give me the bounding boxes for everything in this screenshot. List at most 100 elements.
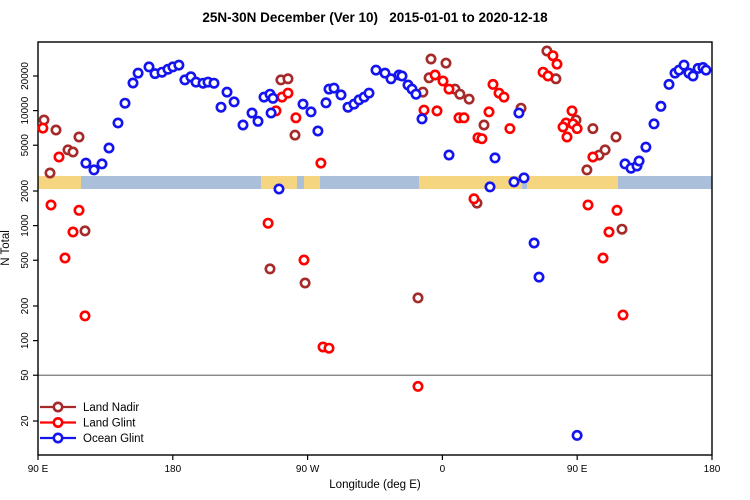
- data-point-ocean-glint[interactable]: [208, 77, 220, 89]
- data-point-land-glint[interactable]: [282, 87, 294, 99]
- data-point-ocean-glint[interactable]: [484, 181, 496, 193]
- data-point-ocean-glint[interactable]: [267, 92, 279, 104]
- data-point-ocean-glint[interactable]: [265, 107, 277, 119]
- data-point-ocean-glint[interactable]: [518, 172, 530, 184]
- data-point-land-glint[interactable]: [431, 105, 443, 117]
- data-point-land-glint[interactable]: [483, 106, 495, 118]
- data-point-ocean-glint[interactable]: [112, 117, 124, 129]
- data-point-ocean-glint[interactable]: [528, 237, 540, 249]
- data-point-land-glint[interactable]: [37, 122, 49, 134]
- data-point-ocean-glint[interactable]: [508, 176, 520, 188]
- data-point-ocean-glint[interactable]: [88, 164, 100, 176]
- data-point-land-glint[interactable]: [587, 151, 599, 163]
- data-point-land-glint[interactable]: [59, 252, 71, 264]
- data-point-land-glint[interactable]: [542, 70, 554, 82]
- data-point-land-glint[interactable]: [458, 112, 470, 124]
- data-point-land-glint[interactable]: [412, 380, 424, 392]
- data-point-ocean-glint[interactable]: [533, 271, 545, 283]
- data-point-land-glint[interactable]: [67, 226, 79, 238]
- data-point-land-nadir[interactable]: [50, 124, 62, 136]
- data-point-land-nadir[interactable]: [282, 73, 294, 85]
- data-point-land-nadir[interactable]: [289, 129, 301, 141]
- data-point-ocean-glint[interactable]: [221, 86, 233, 98]
- data-point-ocean-glint[interactable]: [655, 100, 667, 112]
- data-point-ocean-glint[interactable]: [328, 82, 340, 94]
- data-point-land-glint[interactable]: [498, 91, 510, 103]
- data-point-ocean-glint[interactable]: [571, 429, 583, 441]
- data-point-land-glint[interactable]: [290, 112, 302, 124]
- data-point-land-nadir[interactable]: [454, 88, 466, 100]
- data-point-ocean-glint[interactable]: [640, 141, 652, 153]
- data-point-ocean-glint[interactable]: [320, 97, 332, 109]
- data-point-land-glint[interactable]: [504, 123, 516, 135]
- data-point-land-glint[interactable]: [561, 131, 573, 143]
- data-point-ocean-glint[interactable]: [173, 59, 185, 71]
- data-point-land-glint[interactable]: [45, 199, 57, 211]
- data-point-ocean-glint[interactable]: [648, 118, 660, 130]
- data-point-land-nadir[interactable]: [299, 277, 311, 289]
- data-point-land-glint[interactable]: [582, 199, 594, 211]
- legend-item-ocean-glint[interactable]: Ocean Glint: [40, 432, 145, 445]
- data-point-land-glint[interactable]: [468, 193, 480, 205]
- data-point-land-glint[interactable]: [476, 133, 488, 145]
- data-point-land-glint[interactable]: [53, 151, 65, 163]
- data-point-ocean-glint[interactable]: [215, 101, 227, 113]
- data-point-land-nadir[interactable]: [425, 53, 437, 65]
- data-point-land-glint[interactable]: [443, 83, 455, 95]
- data-point-land-nadir[interactable]: [599, 144, 611, 156]
- data-point-ocean-glint[interactable]: [132, 67, 144, 79]
- data-point-ocean-glint[interactable]: [678, 59, 690, 71]
- data-point-land-glint[interactable]: [487, 78, 499, 90]
- data-point-land-glint[interactable]: [551, 58, 563, 70]
- data-point-ocean-glint[interactable]: [363, 87, 375, 99]
- data-point-land-glint[interactable]: [597, 252, 609, 264]
- data-point-land-nadir[interactable]: [412, 292, 424, 304]
- data-point-ocean-glint[interactable]: [103, 142, 115, 154]
- data-point-ocean-glint[interactable]: [370, 64, 382, 76]
- data-point-land-nadir[interactable]: [44, 167, 56, 179]
- data-point-ocean-glint[interactable]: [410, 88, 422, 100]
- data-point-ocean-glint[interactable]: [96, 158, 108, 170]
- data-point-land-nadir[interactable]: [440, 57, 452, 69]
- data-point-land-glint[interactable]: [557, 121, 569, 133]
- data-point-ocean-glint[interactable]: [127, 77, 139, 89]
- data-point-ocean-glint[interactable]: [687, 70, 699, 82]
- data-point-ocean-glint[interactable]: [119, 97, 131, 109]
- data-point-ocean-glint[interactable]: [443, 149, 455, 161]
- data-point-ocean-glint[interactable]: [396, 70, 408, 82]
- data-point-land-glint[interactable]: [547, 50, 559, 62]
- data-point-land-nadir[interactable]: [79, 225, 91, 237]
- data-point-ocean-glint[interactable]: [305, 106, 317, 118]
- legend-item-land-glint[interactable]: Land Glint: [40, 416, 136, 430]
- data-point-ocean-glint[interactable]: [143, 61, 155, 73]
- data-point-ocean-glint[interactable]: [228, 96, 240, 108]
- data-point-ocean-glint[interactable]: [312, 125, 324, 137]
- data-point-ocean-glint[interactable]: [252, 115, 264, 127]
- data-point-ocean-glint[interactable]: [700, 64, 712, 76]
- data-point-ocean-glint[interactable]: [273, 183, 285, 195]
- data-point-land-glint[interactable]: [298, 254, 310, 266]
- data-point-land-glint[interactable]: [418, 104, 430, 116]
- data-point-ocean-glint[interactable]: [246, 107, 258, 119]
- data-point-land-glint[interactable]: [315, 157, 327, 169]
- data-point-ocean-glint[interactable]: [297, 98, 309, 110]
- data-point-land-nadir[interactable]: [581, 164, 593, 176]
- data-point-land-nadir[interactable]: [616, 223, 628, 235]
- data-point-land-glint[interactable]: [437, 75, 449, 87]
- data-point-ocean-glint[interactable]: [335, 89, 347, 101]
- legend-item-land-nadir[interactable]: Land Nadir: [40, 401, 139, 414]
- data-point-ocean-glint[interactable]: [237, 119, 249, 131]
- data-point-land-nadir[interactable]: [478, 119, 490, 131]
- data-point-land-glint[interactable]: [79, 310, 91, 322]
- data-point-land-glint[interactable]: [73, 204, 85, 216]
- data-point-land-nadir[interactable]: [73, 131, 85, 143]
- data-point-land-nadir[interactable]: [587, 123, 599, 135]
- data-point-ocean-glint[interactable]: [416, 113, 428, 125]
- data-point-ocean-glint[interactable]: [663, 78, 675, 90]
- data-point-ocean-glint[interactable]: [513, 107, 525, 119]
- data-point-ocean-glint[interactable]: [80, 157, 92, 169]
- data-point-land-glint[interactable]: [611, 204, 623, 216]
- data-point-land-glint[interactable]: [262, 217, 274, 229]
- data-point-land-glint[interactable]: [566, 105, 578, 117]
- data-point-land-nadir[interactable]: [264, 263, 276, 275]
